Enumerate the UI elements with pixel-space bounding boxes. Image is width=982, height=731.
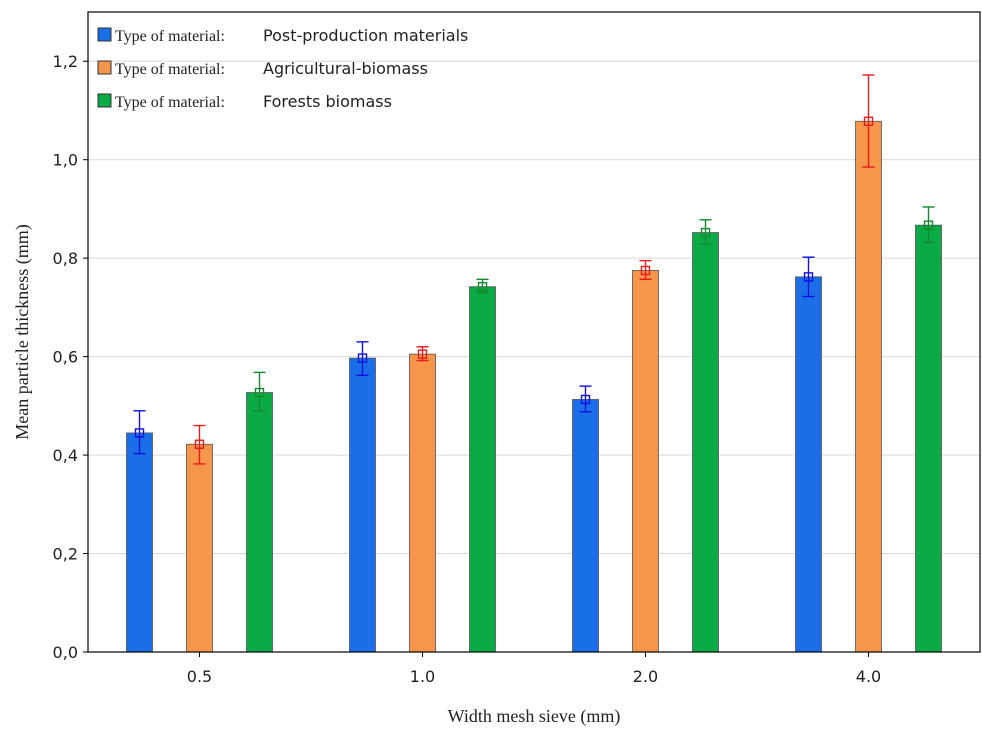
mean-marker <box>417 349 428 359</box>
mean-marker <box>580 394 591 405</box>
error-bar <box>253 371 266 412</box>
legend-label: Forests biomass <box>263 92 392 111</box>
error-bar <box>639 259 652 281</box>
y-tick-label: 0,4 <box>53 446 78 465</box>
error-bar <box>193 424 206 465</box>
mean-marker <box>134 428 145 438</box>
error-bar <box>416 346 429 362</box>
error-bar <box>802 256 815 298</box>
x-axis-title: Width mesh sieve (mm) <box>448 706 621 727</box>
error-bar <box>579 385 592 413</box>
legend-item: Type of material: Agricultural-biomass <box>97 59 428 78</box>
x-axis-ticks: 0.5 1.0 2.0 4.0 <box>187 652 881 686</box>
error-bar <box>862 74 875 168</box>
legend-label: Post-production materials <box>263 26 468 45</box>
legend-item: Type of material: Forests biomass <box>97 92 392 111</box>
error-bar <box>133 410 146 455</box>
error-bar <box>699 219 712 246</box>
bar <box>915 224 942 653</box>
bar <box>855 120 882 653</box>
y-axis-title: Mean particle thickness (mm) <box>12 224 33 439</box>
y-tick-label: 0,2 <box>53 545 78 564</box>
y-tick-label: 1,2 <box>53 52 78 71</box>
legend: Type of material: Post-production materia… <box>97 26 468 111</box>
x-tick-label: 1.0 <box>410 667 435 686</box>
mean-marker <box>863 116 874 126</box>
legend-swatch <box>97 27 112 42</box>
bar <box>409 353 436 653</box>
x-tick-label: 4.0 <box>856 667 881 686</box>
legend-swatch <box>97 93 112 108</box>
x-tick-label: 2.0 <box>633 667 658 686</box>
legend-prefix: Type of material: <box>115 61 225 78</box>
mean-marker <box>254 387 265 398</box>
bars <box>126 120 942 653</box>
bar <box>246 392 273 653</box>
bar <box>186 443 213 653</box>
mean-marker <box>700 227 711 238</box>
y-tick-label: 1,0 <box>53 151 78 170</box>
mean-marker <box>194 439 205 449</box>
bar <box>126 432 153 653</box>
plot-frame <box>87 11 981 653</box>
y-tick-label: 0,0 <box>53 643 78 662</box>
bar <box>349 357 376 653</box>
legend-item: Type of material: Post-production materia… <box>97 26 468 45</box>
bar <box>692 232 719 653</box>
bar <box>572 399 599 653</box>
y-tick-label: 0,6 <box>53 348 78 367</box>
legend-label: Agricultural-biomass <box>263 59 428 78</box>
mean-marker <box>803 272 814 282</box>
y-tick-label: 0,8 <box>53 249 78 268</box>
gridlines <box>88 60 980 555</box>
error-bar <box>922 206 935 244</box>
mean-marker <box>477 282 488 292</box>
legend-prefix: Type of material: <box>115 28 225 45</box>
error-bars <box>133 74 935 465</box>
bar <box>795 276 822 653</box>
error-bar <box>356 341 369 377</box>
y-axis-ticks: 0,0 0,2 0,4 0,6 0,8 1,0 1,2 <box>53 52 88 662</box>
mean-marker <box>357 353 368 363</box>
error-bar <box>476 278 489 294</box>
bar <box>469 286 496 653</box>
legend-prefix: Type of material: <box>115 94 225 111</box>
x-tick-label: 0.5 <box>187 667 212 686</box>
legend-swatch <box>97 60 112 75</box>
mean-marker <box>923 220 934 230</box>
mean-marker <box>640 265 651 276</box>
bar <box>632 270 659 653</box>
